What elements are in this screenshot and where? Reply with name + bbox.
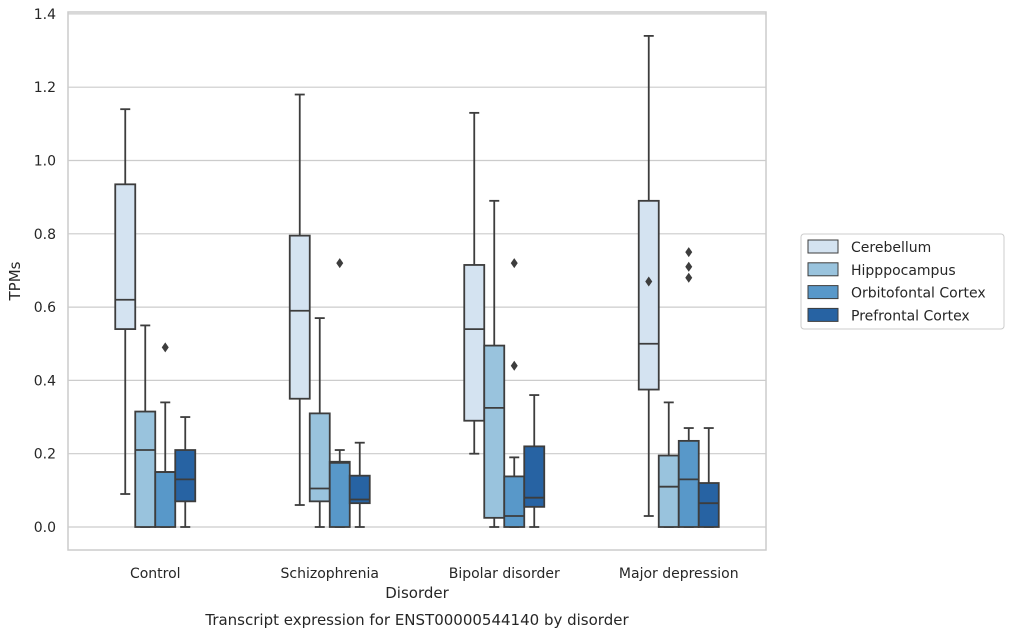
x-tick-label: Bipolar disorder	[449, 566, 560, 582]
legend-swatch	[807, 307, 839, 322]
box	[677, 439, 700, 528]
box	[637, 199, 660, 391]
legend-label: Orbitofontal Cortex	[851, 286, 986, 302]
legend-swatch	[807, 262, 839, 277]
outlier-point	[510, 258, 518, 269]
x-tick-label: Control	[130, 566, 181, 582]
legend-swatch	[807, 285, 839, 300]
plot-area-frame	[67, 11, 767, 551]
y-tick-label: 0.0	[34, 520, 56, 536]
legend-label: Prefrontal Cortex	[851, 308, 970, 324]
box	[523, 445, 546, 508]
y-axis-label: TPMs	[6, 261, 24, 301]
x-tick-label: Major depression	[619, 566, 739, 582]
box	[657, 454, 680, 528]
box	[483, 344, 506, 519]
box	[348, 474, 371, 505]
box	[697, 482, 720, 528]
box	[154, 471, 177, 528]
outlier-point	[685, 247, 693, 258]
x-tick-label: Schizophrenia	[281, 566, 379, 582]
outlier-point	[161, 342, 169, 353]
box	[174, 449, 197, 503]
grid-lines	[68, 13, 766, 528]
y-tick-label: 1.2	[34, 80, 56, 96]
box	[288, 234, 311, 400]
y-tick-label: 1.4	[34, 7, 56, 23]
box-plots	[114, 34, 720, 528]
outlier-point	[645, 276, 653, 287]
box	[114, 183, 137, 330]
y-tick-label: 0.8	[34, 227, 56, 243]
box	[134, 410, 157, 528]
box	[308, 412, 331, 503]
y-axis-ticks: 0.0 0.2 0.4 0.6 0.8 1.0 1.2 1.4	[34, 7, 56, 536]
legend-label: Cerebellum	[851, 240, 931, 256]
legend-label: Hipppocampus	[851, 263, 956, 279]
chart-title: Transcript expression for ENST0000054414…	[204, 611, 629, 629]
box	[328, 460, 351, 528]
outlier-point	[336, 258, 344, 269]
y-tick-label: 1.0	[34, 154, 56, 170]
x-axis-ticks: Control Schizophrenia Bipolar disorder Majo…	[130, 566, 739, 582]
y-tick-label: 0.6	[34, 300, 56, 316]
outlier-point	[685, 261, 693, 272]
x-axis-label: Disorder	[385, 584, 449, 602]
legend: Cerebellum Hipppocampus Orbitofontal Corte…	[800, 233, 1005, 330]
outlier-point	[510, 360, 518, 371]
box	[503, 475, 526, 528]
outlier-point	[685, 272, 693, 283]
legend-frame	[800, 233, 1005, 330]
box	[463, 264, 486, 422]
legend-entries: Cerebellum Hipppocampus Orbitofontal Corte…	[807, 239, 986, 324]
y-tick-label: 0.2	[34, 447, 56, 463]
legend-swatch	[807, 239, 839, 254]
y-tick-label: 0.4	[34, 373, 56, 389]
